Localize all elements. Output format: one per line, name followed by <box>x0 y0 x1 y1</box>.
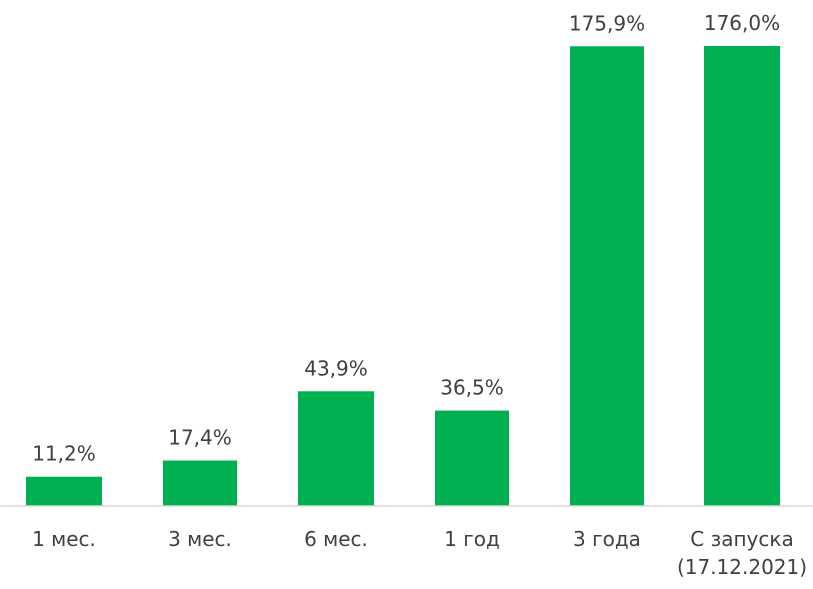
x-tick-label-line: 6 мес. <box>304 527 368 551</box>
x-tick-label-3: 1 год <box>444 527 500 551</box>
x-tick-label-line: 1 год <box>444 527 500 551</box>
bar-5 <box>704 46 780 506</box>
x-tick-label-4: 3 года <box>573 527 641 551</box>
bar-1 <box>163 460 237 506</box>
bar-value-label-2: 43,9% <box>304 356 368 380</box>
bar-value-label-4: 175,9% <box>569 11 645 35</box>
bar-value-label-1: 17,4% <box>168 426 232 450</box>
x-tick-label-5: С запуска (17.12.2021) <box>677 527 807 579</box>
bar-value-label-0: 11,2% <box>32 442 96 466</box>
value-labels-group: 11,2% 17,4% 43,9% 36,5% 175,9% 176,0% <box>32 11 780 466</box>
x-tick-label-line: (17.12.2021) <box>677 555 807 579</box>
bar-4 <box>570 46 644 507</box>
x-tick-label-1: 3 мес. <box>168 527 232 551</box>
bar-3 <box>435 410 509 506</box>
x-tick-label-0: 1 мес. <box>32 527 96 551</box>
x-tick-label-line: С запуска <box>690 527 793 551</box>
x-tick-label-line: 3 года <box>573 527 641 551</box>
tick-labels-group: 1 мес. 3 мес. 6 мес. 1 год 3 года С запуска (1… <box>32 527 807 579</box>
bar-0 <box>26 476 102 506</box>
x-tick-label-line: 1 мес. <box>32 527 96 551</box>
bar-value-label-5: 176,0% <box>704 11 780 35</box>
bars-group <box>26 46 780 507</box>
x-tick-label-2: 6 мес. <box>304 527 368 551</box>
bar-2 <box>298 391 374 506</box>
x-tick-label-line: 3 мес. <box>168 527 232 551</box>
bar-value-label-3: 36,5% <box>440 376 504 400</box>
